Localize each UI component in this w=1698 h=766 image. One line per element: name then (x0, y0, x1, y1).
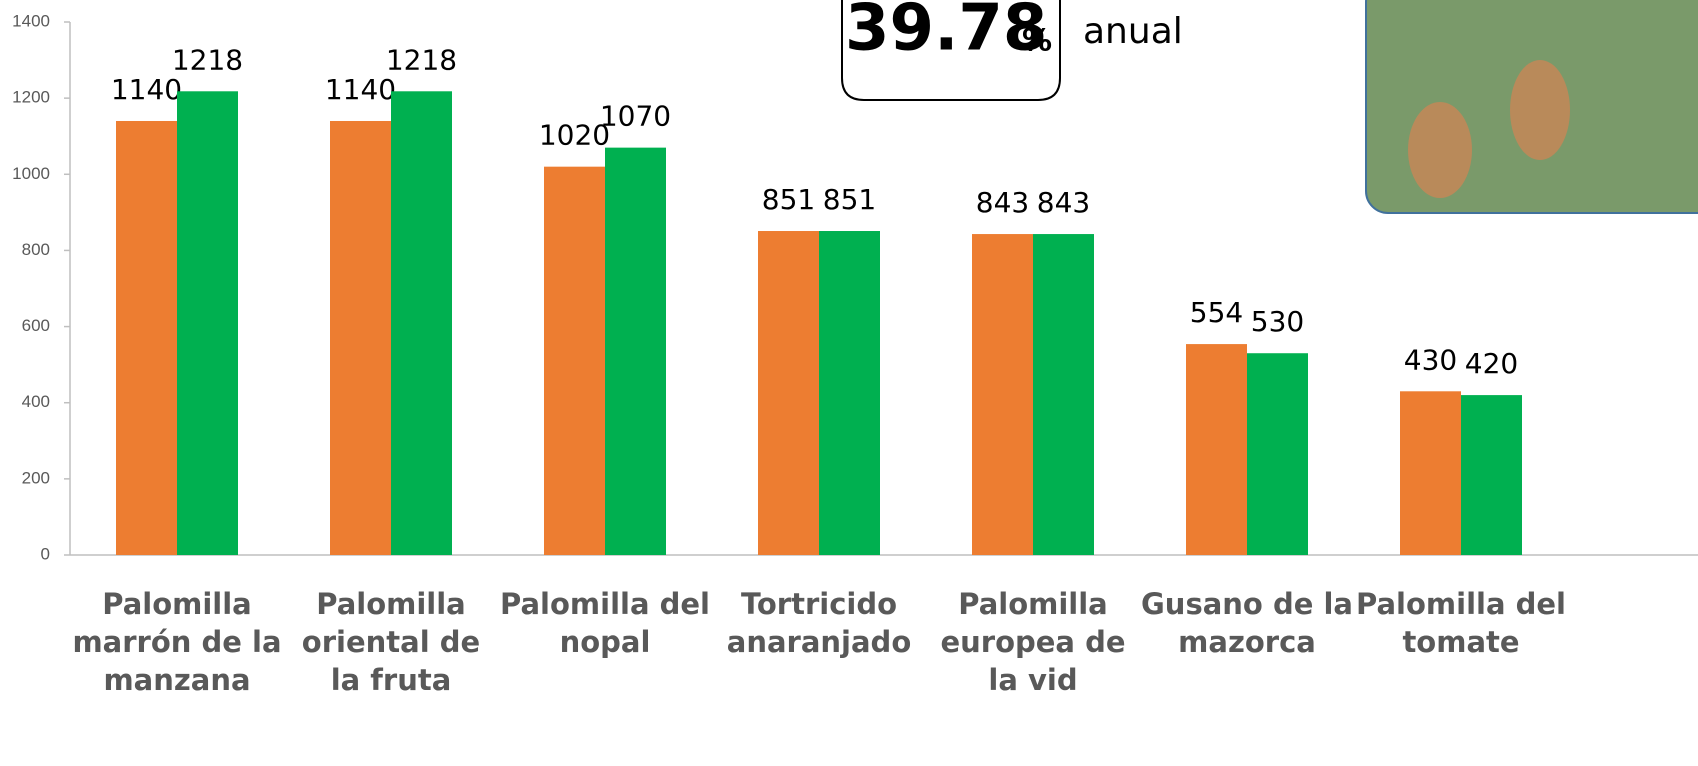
value-label: 1140 (325, 73, 396, 106)
bar (1033, 234, 1094, 555)
x-tick-label: Palomilla del tomate (1354, 585, 1568, 661)
value-label: 1218 (172, 43, 243, 76)
bar (116, 121, 177, 555)
value-label: 530 (1251, 305, 1304, 338)
annotation-unit: % (1022, 24, 1052, 59)
value-label: 1218 (386, 43, 457, 76)
y-tick-label: 200 (22, 468, 50, 487)
value-label: 851 (823, 183, 876, 216)
y-tick-label: 1400 (12, 11, 50, 30)
value-label: 843 (1037, 186, 1090, 219)
bar (972, 234, 1033, 555)
bar (391, 91, 452, 555)
x-tick-label: Palomilla oriental de la fruta (284, 585, 498, 699)
x-tick-label: Tortricido anaranjado (712, 585, 926, 661)
y-tick-label: 0 (41, 544, 50, 563)
value-label: 843 (976, 186, 1029, 219)
x-tick-label: Palomilla marrón de la manzana (70, 585, 284, 699)
photo-moth (1408, 102, 1472, 198)
value-label: 554 (1190, 296, 1243, 329)
annotation-text: anual (1083, 11, 1183, 52)
bar (544, 167, 605, 555)
bar (1186, 344, 1247, 555)
bar (330, 121, 391, 555)
y-tick-label: 1000 (12, 164, 50, 183)
photo-moth (1510, 60, 1570, 160)
value-label: 851 (762, 183, 815, 216)
x-tick-label: Palomilla del nopal (498, 585, 712, 661)
bar (758, 231, 819, 555)
bar (605, 148, 666, 555)
value-label: 1070 (600, 100, 671, 133)
value-label: 1140 (111, 73, 182, 106)
x-tick-label: Palomilla europea de la vid (926, 585, 1140, 699)
value-label: 420 (1465, 347, 1518, 380)
bar (819, 231, 880, 555)
annotation-value: 39.78 (845, 0, 1047, 66)
x-tick-label: Gusano de la mazorca (1140, 585, 1354, 661)
bar (1400, 391, 1461, 555)
y-tick-label: 800 (22, 240, 50, 259)
page: 39.78 % anual 0 200 400 600 800 1000 1200 1400 1… (0, 0, 1698, 766)
y-tick-label: 600 (22, 316, 50, 335)
bar (1461, 395, 1522, 555)
y-tick-label: 400 (22, 392, 50, 411)
bar (177, 91, 238, 555)
y-tick-label: 1200 (12, 88, 50, 107)
value-label: 430 (1404, 343, 1457, 376)
bar (1247, 353, 1308, 555)
